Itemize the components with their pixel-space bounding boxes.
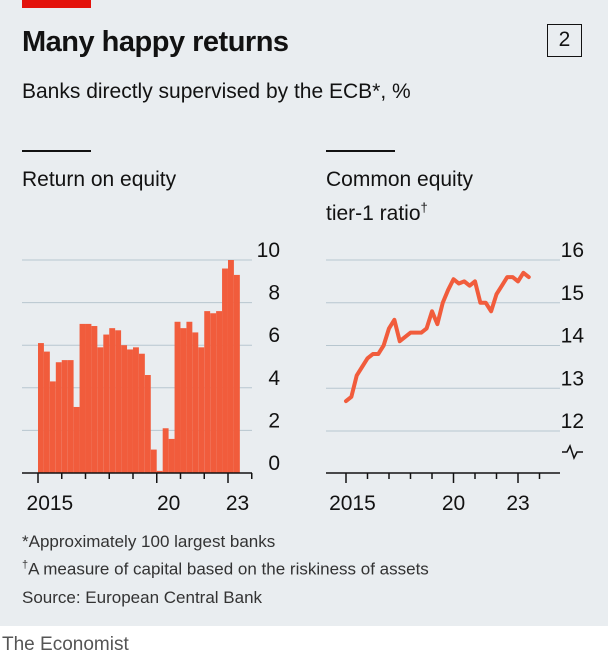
cet1-ratio-chart: 12 13 14 15 16 2015 20 23 xyxy=(326,239,584,515)
brand-red-tag xyxy=(22,0,91,8)
bar xyxy=(38,343,44,473)
bar xyxy=(180,328,187,473)
bar xyxy=(73,406,80,473)
bar xyxy=(121,345,128,473)
right-panel-rule xyxy=(326,150,395,152)
bar xyxy=(186,321,193,473)
y-tick-label: 12 xyxy=(561,410,584,433)
bar xyxy=(133,347,139,473)
bar xyxy=(144,375,151,473)
axis-break-icon xyxy=(562,444,583,460)
bar xyxy=(233,274,240,473)
y-tick-label: 15 xyxy=(561,282,584,305)
footnote-1: *Approximately 100 largest banks xyxy=(22,532,276,551)
y-tick-label: 14 xyxy=(561,325,585,348)
bar xyxy=(210,313,217,473)
bar xyxy=(85,323,92,473)
bar xyxy=(222,268,228,473)
y-tick-label: 8 xyxy=(268,282,280,305)
y-tick-label: 16 xyxy=(561,239,584,262)
x-tick-label: 2015 xyxy=(329,492,376,515)
bar xyxy=(91,326,98,473)
bar xyxy=(174,321,181,473)
chart-subtitle: Banks directly supervised by the ECB*, % xyxy=(22,80,411,103)
x-tick-label: 2015 xyxy=(27,492,74,515)
bar xyxy=(127,349,133,473)
x-tick-label: 23 xyxy=(506,492,529,515)
bar xyxy=(67,360,74,473)
bar xyxy=(49,381,56,473)
bar xyxy=(162,428,169,473)
chart-number-badge: 2 xyxy=(547,24,582,57)
right-panel-title-line2: tier-1 ratio xyxy=(326,202,421,225)
bar xyxy=(97,347,104,473)
x-tick-label: 23 xyxy=(226,492,249,515)
bar xyxy=(43,351,50,473)
left-panel-title: Return on equity xyxy=(22,168,177,191)
x-tick-label: 20 xyxy=(442,492,465,515)
return-on-equity-chart: 0 2 4 6 8 10 2015 20 23 xyxy=(22,239,280,515)
bar xyxy=(109,328,116,473)
y-tick-label: 0 xyxy=(268,452,280,475)
bar xyxy=(103,334,110,473)
y-tick-label: 2 xyxy=(268,409,280,432)
bar xyxy=(79,323,86,473)
bar xyxy=(150,449,157,473)
bar xyxy=(115,330,122,473)
source-note: Source: European Central Bank xyxy=(22,588,263,607)
brand-logo: The Economist xyxy=(2,634,129,655)
bar xyxy=(55,362,62,473)
y-tick-label: 6 xyxy=(268,324,280,347)
chart-panel xyxy=(0,0,608,626)
right-panel-title-line1: Common equity xyxy=(326,168,474,191)
bar xyxy=(216,311,223,473)
dagger-mark: † xyxy=(420,200,428,215)
bar xyxy=(204,311,211,473)
y-tick-label: 4 xyxy=(268,367,280,390)
y-tick-label: 13 xyxy=(561,367,584,390)
footnote-2-text: A measure of capital based on the riskin… xyxy=(28,559,429,579)
bar xyxy=(228,260,234,473)
chart-plots: 0 2 4 6 8 10 2015 20 23 12 13 14 15 16 2015 20 23 xyxy=(22,239,584,515)
right-panel-title: Common equity tier-1 ratio† xyxy=(326,166,473,228)
bar xyxy=(198,347,205,473)
series-line xyxy=(344,270,531,404)
y-tick-label: 10 xyxy=(257,239,280,262)
chart-title: Many happy returns xyxy=(22,26,289,58)
x-tick-label: 20 xyxy=(157,492,180,515)
footnote-2: †A measure of capital based on the riski… xyxy=(22,559,429,580)
bar xyxy=(61,360,68,473)
left-panel-rule xyxy=(22,150,91,152)
bar xyxy=(138,353,145,473)
bar xyxy=(168,438,175,473)
footnote-2-mark: † xyxy=(22,559,29,571)
bar xyxy=(192,332,199,473)
bar xyxy=(156,470,163,473)
